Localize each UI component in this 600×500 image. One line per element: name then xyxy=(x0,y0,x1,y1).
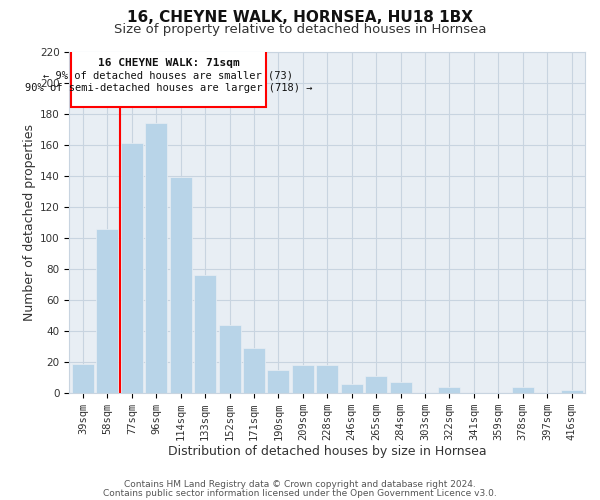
Y-axis label: Number of detached properties: Number of detached properties xyxy=(23,124,36,321)
Text: 90% of semi-detached houses are larger (718) →: 90% of semi-detached houses are larger (… xyxy=(25,82,312,92)
Bar xyxy=(292,365,314,393)
Bar xyxy=(560,390,583,393)
Bar xyxy=(512,387,533,393)
Bar xyxy=(341,384,362,393)
Text: Size of property relative to detached houses in Hornsea: Size of property relative to detached ho… xyxy=(114,22,486,36)
Bar xyxy=(268,370,289,393)
Bar xyxy=(439,387,460,393)
Text: 16 CHEYNE WALK: 71sqm: 16 CHEYNE WALK: 71sqm xyxy=(98,58,239,68)
Text: 16, CHEYNE WALK, HORNSEA, HU18 1BX: 16, CHEYNE WALK, HORNSEA, HU18 1BX xyxy=(127,10,473,25)
Bar xyxy=(243,348,265,393)
Bar xyxy=(389,382,412,393)
Bar xyxy=(121,143,143,393)
Bar xyxy=(72,364,94,393)
Bar xyxy=(194,275,216,393)
Bar xyxy=(145,123,167,393)
Bar xyxy=(365,376,387,393)
Bar xyxy=(316,365,338,393)
Text: Contains public sector information licensed under the Open Government Licence v3: Contains public sector information licen… xyxy=(103,488,497,498)
FancyBboxPatch shape xyxy=(71,50,266,108)
Text: ← 9% of detached houses are smaller (73): ← 9% of detached houses are smaller (73) xyxy=(43,70,293,80)
Bar xyxy=(218,325,241,393)
Bar xyxy=(97,228,118,393)
Bar xyxy=(170,178,191,393)
X-axis label: Distribution of detached houses by size in Hornsea: Distribution of detached houses by size … xyxy=(168,444,487,458)
Text: Contains HM Land Registry data © Crown copyright and database right 2024.: Contains HM Land Registry data © Crown c… xyxy=(124,480,476,489)
